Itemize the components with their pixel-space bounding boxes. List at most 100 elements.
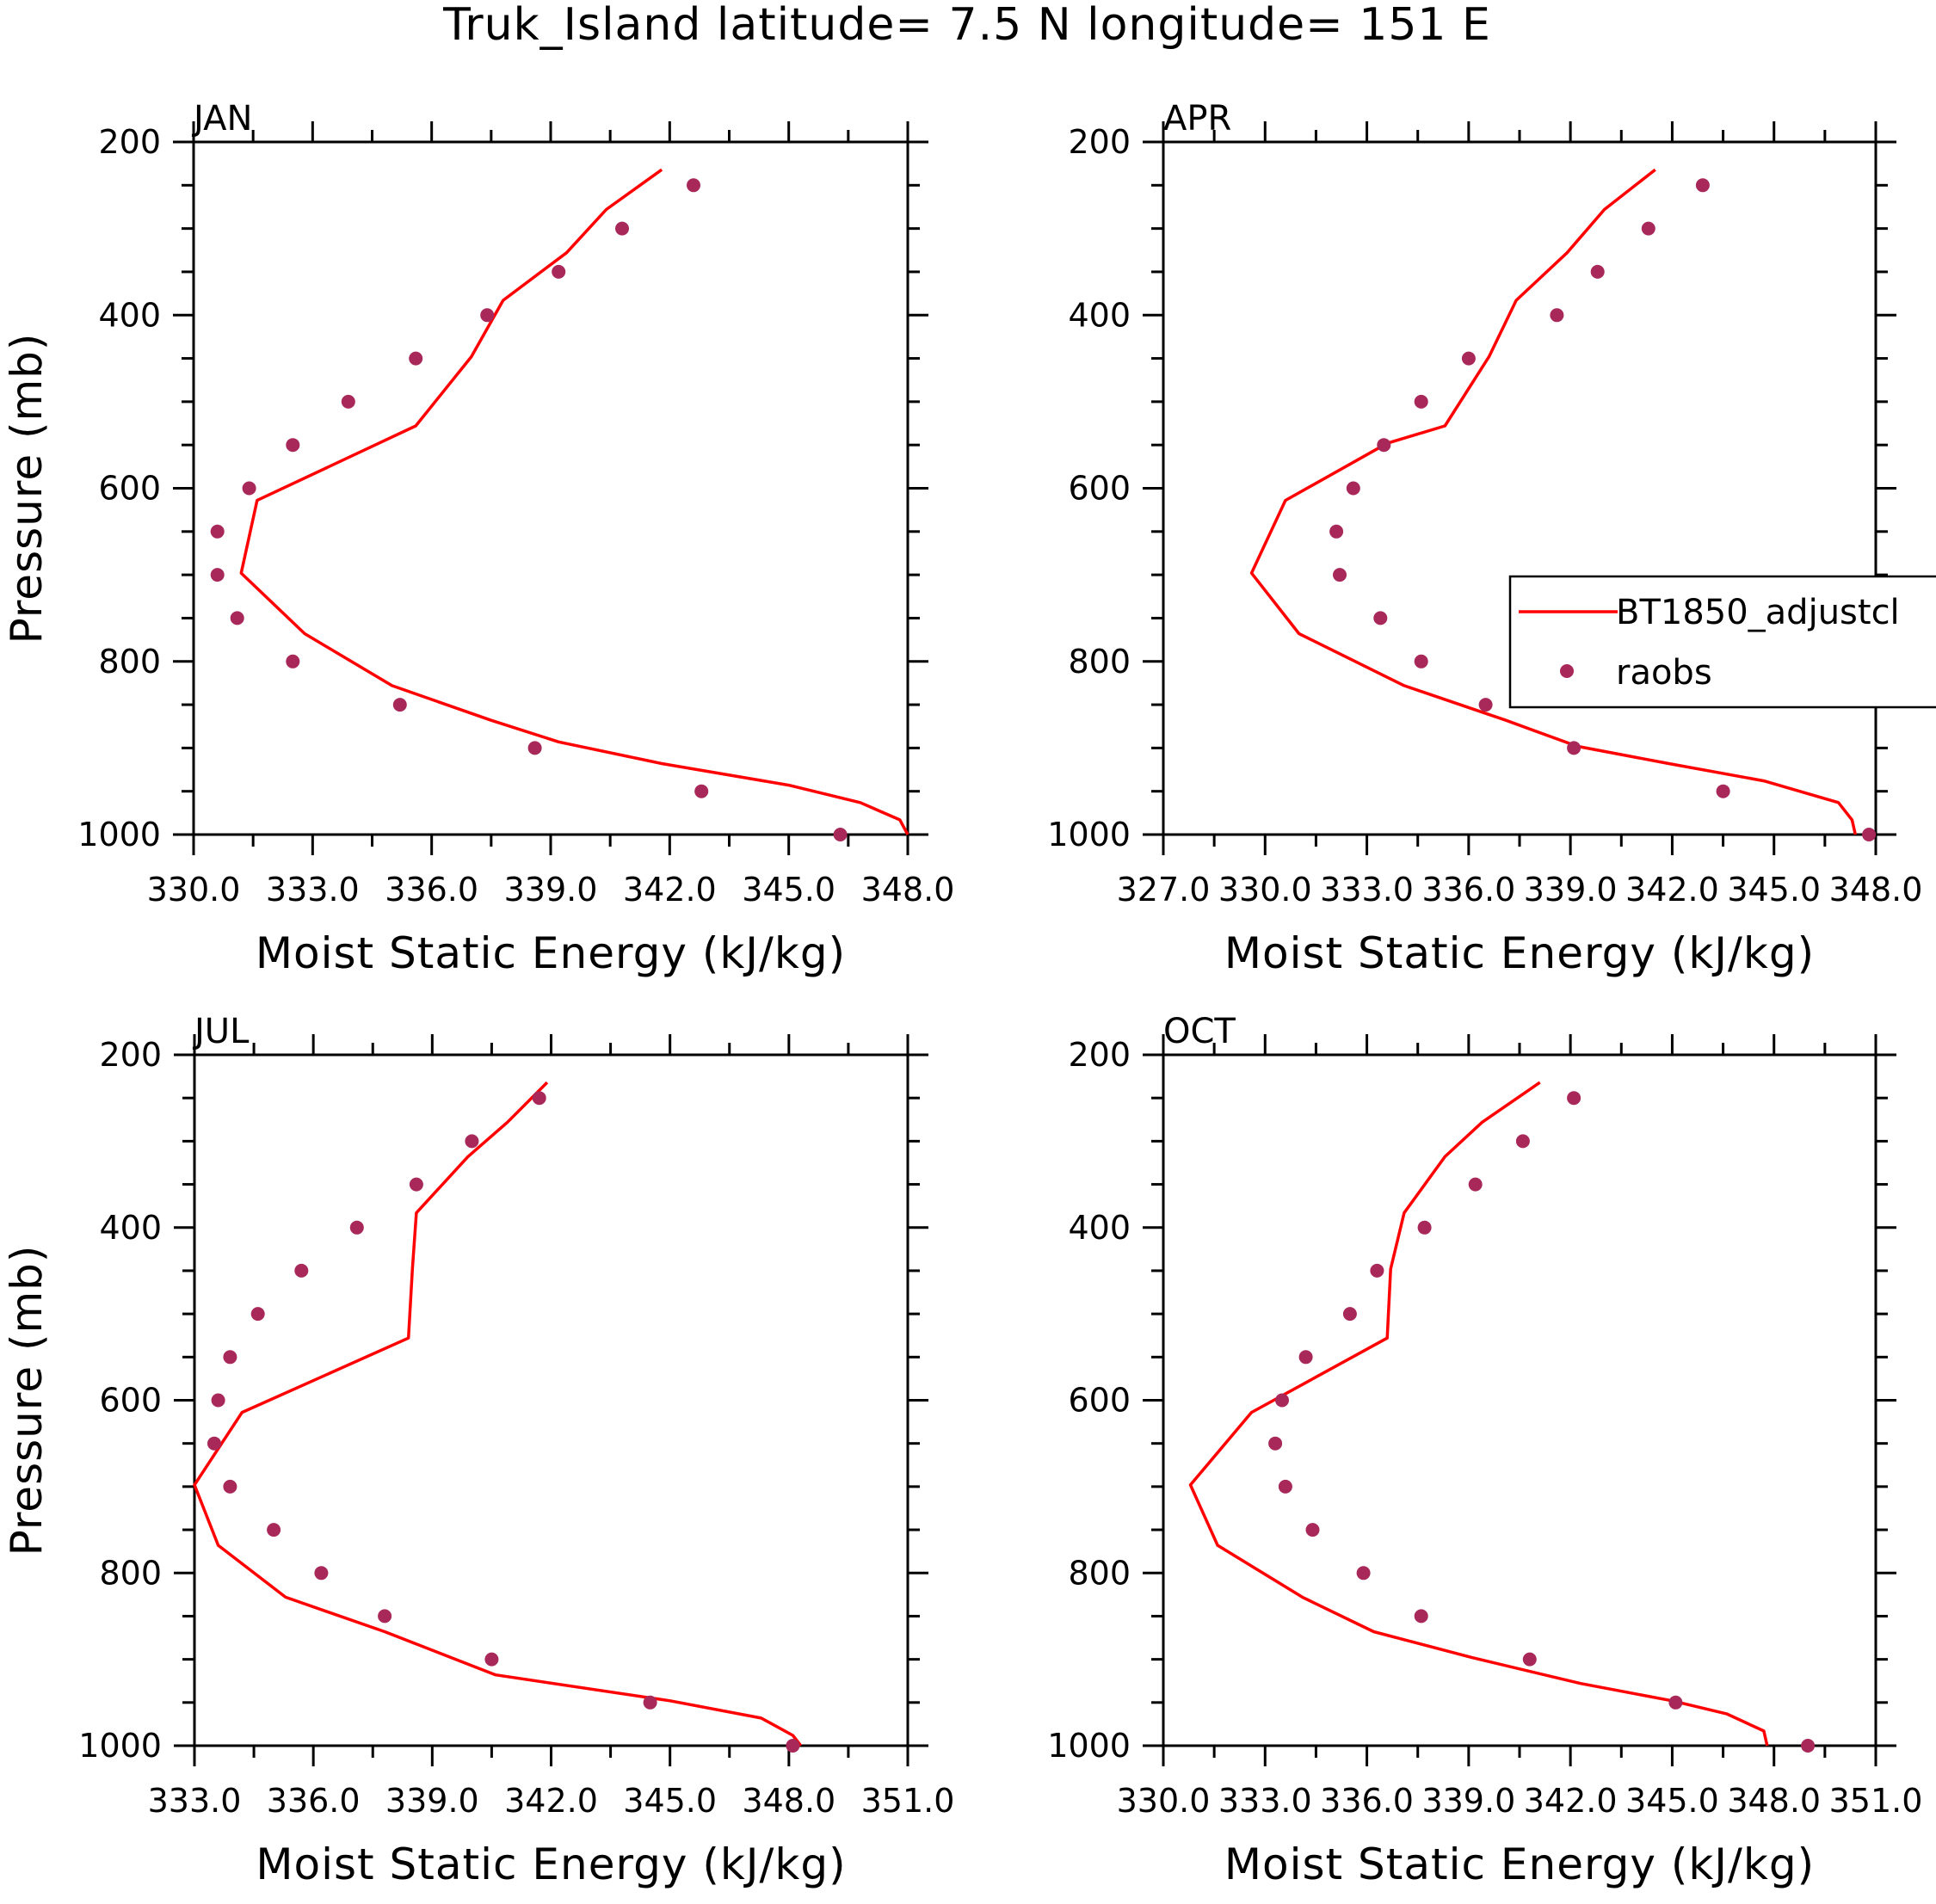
x-tick-label: 333.0 <box>1218 1782 1312 1820</box>
raobs-point <box>1590 264 1605 279</box>
series-line-bt1850 <box>239 168 909 835</box>
x-tick-label: 345.0 <box>1727 871 1821 909</box>
legend-dot-swatch <box>1560 664 1574 678</box>
raobs-point <box>786 1739 800 1753</box>
y-tick-label: 600 <box>98 470 161 508</box>
raobs-point <box>1550 308 1564 323</box>
raobs-point <box>1414 1609 1428 1624</box>
series-line-bt1850 <box>1188 1081 1769 1747</box>
y-tick-label: 800 <box>98 643 161 681</box>
x-tick-label: 345.0 <box>1625 1782 1719 1820</box>
raobs-point <box>833 828 848 841</box>
x-tick-label: 345.0 <box>623 1782 717 1820</box>
raobs-point <box>1515 1134 1530 1149</box>
y-tick-label: 200 <box>98 123 161 161</box>
raobs-point <box>615 221 629 236</box>
y-tick-label: 200 <box>1068 1036 1131 1074</box>
raobs-point <box>465 1134 479 1149</box>
plot-frame <box>1162 140 1877 836</box>
raobs-point <box>409 1177 423 1192</box>
legend-box <box>1508 575 1936 709</box>
panel-jul: JUL 200 400 600 800 1000 333.0 336.0 339.0 342.0 3… <box>2 1012 954 1889</box>
x-axis-title: Moist Static Energy (kJ/kg) <box>256 928 846 978</box>
x-tick-label: 339.0 <box>1524 871 1618 909</box>
x-tick-label: 348.0 <box>1829 871 1923 909</box>
raobs-point <box>1268 1436 1283 1451</box>
raobs-point <box>1275 1393 1289 1408</box>
x-tick-label: 342.0 <box>504 1782 598 1820</box>
raobs-point <box>1329 524 1344 539</box>
raobs-point <box>1468 1177 1483 1192</box>
x-axis-title: Moist Static Energy (kJ/kg) <box>256 1839 846 1889</box>
raobs-point <box>1417 1220 1432 1235</box>
y-tick-label: 1000 <box>1047 816 1131 853</box>
raobs-point <box>210 568 225 582</box>
x-tick-label: 333.0 <box>266 871 360 909</box>
figure-title: Truk_Island latitude= 7.5 N longitude= 1… <box>442 0 1491 51</box>
panel-label: OCT <box>1163 1012 1236 1051</box>
raobs-point <box>1461 351 1476 366</box>
raobs-point <box>242 481 256 496</box>
raobs-point <box>1346 481 1360 496</box>
raobs-point <box>480 308 495 323</box>
x-axis-title: Moist Static Energy (kJ/kg) <box>1224 1839 1815 1889</box>
raobs-point <box>1373 611 1388 625</box>
raobs-point <box>1641 221 1655 236</box>
raobs-point <box>687 178 700 193</box>
raobs-point <box>1522 1652 1537 1667</box>
x-tick-label: 339.0 <box>504 871 598 909</box>
raobs-point <box>211 1393 225 1408</box>
raobs-point <box>207 1436 221 1451</box>
raobs-point <box>250 1307 265 1322</box>
raobs-point <box>1298 1350 1313 1365</box>
y-tick-label: 400 <box>98 296 161 334</box>
x-tick-label: 345.0 <box>742 871 835 909</box>
y-tick-label: 400 <box>99 1209 162 1247</box>
raobs-point <box>267 1523 281 1537</box>
y-tick-label: 800 <box>1068 643 1131 681</box>
raobs-point <box>1305 1523 1320 1537</box>
series-line-bt1850 <box>1249 168 1858 835</box>
raobs-point <box>349 1220 364 1235</box>
raobs-point <box>484 1652 499 1667</box>
plot-frame <box>1162 1053 1877 1747</box>
y-tick-label: 1000 <box>77 816 161 853</box>
raobs-point <box>294 1263 309 1278</box>
x-tick-label: 351.0 <box>861 1782 955 1820</box>
x-tick-label: 333.0 <box>1320 871 1414 909</box>
raobs-point <box>1414 394 1428 409</box>
panel-label: JAN <box>191 99 252 139</box>
x-tick-label: 336.0 <box>385 871 478 909</box>
raobs-point <box>694 784 709 798</box>
plot-frame <box>193 1053 909 1747</box>
raobs-point <box>286 438 300 453</box>
raobs-point <box>1278 1479 1292 1494</box>
x-tick-label: 342.0 <box>623 871 717 909</box>
raobs-point <box>1801 1739 1816 1753</box>
legend-dot-label: raobs <box>1616 653 1712 693</box>
x-tick-label: 339.0 <box>385 1782 479 1820</box>
y-tick-label: 800 <box>1068 1554 1131 1592</box>
x-tick-label: 348.0 <box>1727 1782 1821 1820</box>
panel-jan: JAN 200 400 600 800 1000 330.0 333.0 336.0 339.0 3… <box>2 99 954 978</box>
x-tick-label: 336.0 <box>1320 1782 1414 1820</box>
x-tick-label: 339.0 <box>1421 1782 1515 1820</box>
x-tick-label: 348.0 <box>861 871 955 909</box>
panel-label: APR <box>1163 99 1231 139</box>
raobs-point <box>341 394 355 409</box>
y-tick-label: 1000 <box>1047 1727 1131 1765</box>
x-tick-label: 342.0 <box>1625 871 1719 909</box>
x-tick-label: 333.0 <box>148 1782 242 1820</box>
raobs-point <box>223 1479 237 1494</box>
raobs-point <box>1567 741 1581 755</box>
y-axis-title: Pressure (mb) <box>2 333 52 644</box>
y-tick-label: 600 <box>99 1382 162 1420</box>
x-tick-label: 330.0 <box>1117 1782 1211 1820</box>
raobs-point <box>1567 1091 1581 1106</box>
x-tick-label: 330.0 <box>147 871 241 909</box>
raobs-point <box>1370 1263 1384 1278</box>
raobs-point <box>552 264 566 279</box>
